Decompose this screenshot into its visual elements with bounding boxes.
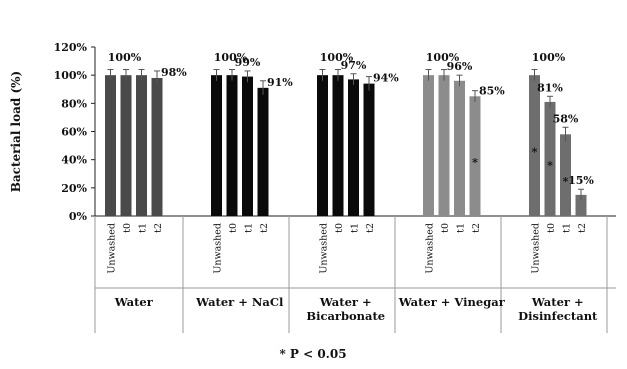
category-label: t1: [562, 223, 573, 233]
data-label: 94%: [373, 72, 399, 85]
category-label: t2: [365, 223, 376, 233]
y-tick-label: 100%: [54, 69, 88, 82]
bar: [529, 75, 540, 217]
data-label: 100%: [214, 51, 248, 64]
category-label: t2: [577, 223, 588, 233]
bar: [575, 194, 587, 216]
data-label: 100%: [320, 51, 354, 64]
category-label: t0: [334, 223, 345, 233]
category-label: t0: [228, 223, 239, 233]
bar: [211, 75, 222, 217]
data-label: 97%: [341, 59, 367, 72]
category-label: Unwashed: [425, 223, 436, 274]
bar: [469, 96, 481, 216]
category-label: Unwashed: [107, 223, 118, 274]
y-axis-title: Bacterial load (%): [9, 71, 23, 192]
significance-marker: *: [532, 146, 538, 159]
y-tick-label: 20%: [61, 182, 87, 195]
significance-marker: *: [563, 175, 569, 188]
category-label: t0: [440, 223, 451, 233]
category-label: t1: [456, 223, 467, 233]
category-label: Unwashed: [531, 223, 542, 274]
bar: [120, 75, 132, 217]
y-tick-label: 0%: [69, 210, 88, 223]
y-tick-label: 60%: [61, 126, 87, 139]
data-label: 85%: [479, 84, 505, 97]
category-label: t2: [153, 223, 164, 233]
data-label: 15%: [568, 174, 594, 187]
bar: [105, 75, 116, 217]
group-label: Water + NaCl: [195, 295, 284, 309]
group-label-line: Bicarbonate: [306, 309, 385, 323]
significance-footnote: * P < 0.05: [279, 347, 346, 361]
group-label: Water + Bicarbonate: [306, 295, 385, 323]
bar: [226, 75, 238, 217]
significance-marker: *: [472, 156, 478, 169]
data-label: 96%: [447, 60, 473, 73]
group-label-line: Water +: [319, 295, 372, 309]
group-label-line: Water +: [531, 295, 584, 309]
group-label: Water + Vinegar: [398, 295, 506, 309]
group-label-line: Disinfectant: [518, 309, 598, 323]
data-label: 91%: [267, 76, 293, 89]
category-label: t1: [244, 223, 255, 233]
category-label: t1: [138, 223, 149, 233]
y-tick-label: 120%: [54, 41, 88, 54]
bar: [454, 80, 465, 216]
bar: [560, 134, 571, 216]
bar: [136, 75, 147, 217]
bar: [348, 79, 359, 217]
bar: [151, 77, 163, 216]
bar: [332, 75, 344, 217]
category-label: t0: [546, 223, 557, 233]
category-label: t1: [350, 223, 361, 233]
group-label: Water + Disinfectant: [518, 295, 598, 323]
bar: [544, 101, 556, 216]
data-label: 100%: [426, 51, 460, 64]
data-label: 58%: [553, 112, 579, 125]
data-label: 99%: [235, 56, 261, 69]
bar: [257, 87, 269, 216]
bar: [242, 76, 253, 216]
data-label: 100%: [532, 51, 566, 64]
significance-marker: *: [547, 159, 553, 172]
group-label: Water: [114, 295, 154, 309]
y-tick-label: 80%: [61, 97, 87, 110]
data-label: 81%: [537, 81, 563, 94]
bar: [438, 75, 450, 217]
bar: [423, 75, 434, 217]
category-label: t2: [259, 223, 270, 233]
data-label: 98%: [161, 66, 187, 79]
bar: [363, 83, 375, 216]
category-label: t0: [122, 223, 133, 233]
bar: [317, 75, 328, 217]
category-label: Unwashed: [213, 223, 224, 274]
data-label: 100%: [108, 51, 142, 64]
y-tick-label: 40%: [61, 154, 87, 167]
category-label: t2: [471, 223, 482, 233]
category-label: Unwashed: [319, 223, 330, 274]
